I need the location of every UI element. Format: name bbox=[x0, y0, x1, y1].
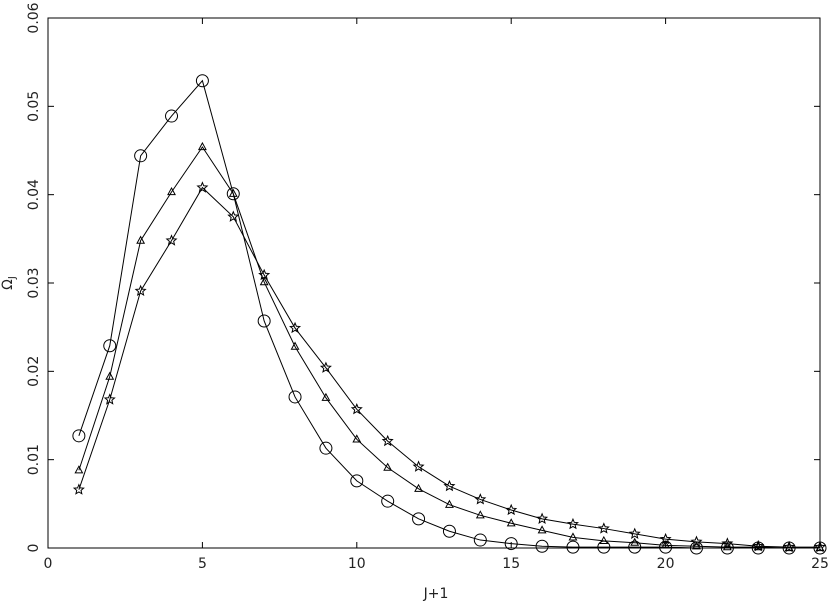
marker-star bbox=[505, 503, 518, 516]
series-line bbox=[78, 79, 820, 549]
marker-star bbox=[103, 393, 116, 405]
marker-star bbox=[536, 512, 549, 524]
marker-circle bbox=[473, 533, 487, 547]
marker-circle bbox=[319, 441, 333, 455]
marker-circle bbox=[628, 540, 642, 554]
marker-circle bbox=[72, 429, 86, 443]
marker-circle bbox=[504, 537, 518, 551]
marker-circle bbox=[226, 187, 240, 201]
marker-star bbox=[659, 532, 672, 545]
series-line bbox=[78, 186, 820, 548]
y-label-subscript: J bbox=[7, 276, 18, 280]
marker-circle bbox=[412, 512, 426, 526]
marker-star bbox=[165, 234, 178, 246]
marker-star bbox=[258, 268, 271, 281]
y-axis-label: ΩJ bbox=[0, 276, 18, 290]
x-tick-label: 20 bbox=[657, 556, 675, 572]
y-tick-label: 0.01 bbox=[26, 444, 42, 475]
marker-circle bbox=[442, 524, 456, 538]
marker-star bbox=[350, 403, 363, 415]
marker-circle bbox=[350, 474, 364, 488]
y-tick-label: 0 bbox=[26, 544, 42, 553]
marker-star bbox=[196, 181, 209, 193]
marker-triangle bbox=[167, 186, 176, 196]
marker-triangle bbox=[444, 499, 454, 508]
marker-circle bbox=[566, 540, 580, 554]
marker-star bbox=[690, 535, 703, 547]
marker-star bbox=[628, 527, 641, 539]
marker-triangle bbox=[321, 392, 331, 401]
marker-circle bbox=[165, 109, 179, 123]
marker-triangle bbox=[259, 277, 269, 286]
x-axis-label: J+1 bbox=[423, 586, 449, 602]
marker-triangle bbox=[383, 462, 393, 471]
marker-circle bbox=[195, 74, 209, 88]
y-tick-label: 0.04 bbox=[26, 179, 42, 210]
marker-triangle bbox=[197, 141, 207, 151]
marker-triangle bbox=[599, 535, 609, 545]
series-line bbox=[78, 146, 820, 549]
marker-star bbox=[783, 540, 796, 553]
marker-star bbox=[474, 493, 487, 505]
marker-triangle bbox=[290, 341, 300, 350]
marker-circle bbox=[103, 339, 117, 353]
marker-star bbox=[412, 460, 425, 472]
marker-star bbox=[381, 434, 394, 447]
marker-triangle bbox=[105, 371, 115, 380]
marker-star bbox=[566, 517, 579, 530]
marker-star bbox=[319, 361, 332, 373]
marker-star bbox=[289, 321, 302, 334]
marker-star bbox=[597, 522, 610, 534]
y-tick-label: 0.03 bbox=[26, 267, 42, 298]
marker-triangle bbox=[630, 537, 640, 546]
x-tick-label: 15 bbox=[502, 556, 520, 572]
x-tick-label: 5 bbox=[198, 556, 207, 572]
marker-triangle bbox=[136, 235, 146, 244]
marker-star bbox=[72, 483, 85, 495]
marker-circle bbox=[134, 149, 148, 163]
x-tick-label: 0 bbox=[44, 556, 53, 572]
marker-triangle bbox=[506, 518, 516, 527]
plot-frame bbox=[47, 17, 821, 549]
marker-triangle bbox=[475, 510, 485, 519]
y-tick-label: 0.06 bbox=[26, 2, 42, 33]
y-tick-label: 0.05 bbox=[26, 91, 42, 122]
marker-star bbox=[443, 479, 456, 492]
x-tick-label: 10 bbox=[348, 556, 366, 572]
marker-circle bbox=[535, 539, 549, 553]
marker-circle bbox=[381, 494, 395, 508]
marker-star bbox=[813, 540, 827, 553]
y-tick-label: 0.02 bbox=[26, 356, 42, 387]
marker-triangle bbox=[568, 532, 578, 541]
marker-triangle bbox=[537, 525, 547, 534]
marker-triangle bbox=[352, 434, 362, 443]
marker-circle bbox=[288, 390, 302, 404]
marker-triangle bbox=[661, 540, 671, 549]
marker-star bbox=[752, 539, 765, 552]
marker-star bbox=[227, 210, 240, 222]
marker-triangle bbox=[414, 483, 424, 492]
marker-triangle bbox=[228, 188, 238, 197]
marker-star bbox=[721, 537, 734, 549]
marker-triangle bbox=[74, 465, 84, 474]
x-tick-label: 25 bbox=[811, 556, 829, 572]
marker-star bbox=[134, 284, 147, 297]
marker-circle bbox=[257, 314, 271, 328]
marker-circle bbox=[720, 541, 734, 555]
y-label-symbol: Ω bbox=[0, 279, 16, 290]
